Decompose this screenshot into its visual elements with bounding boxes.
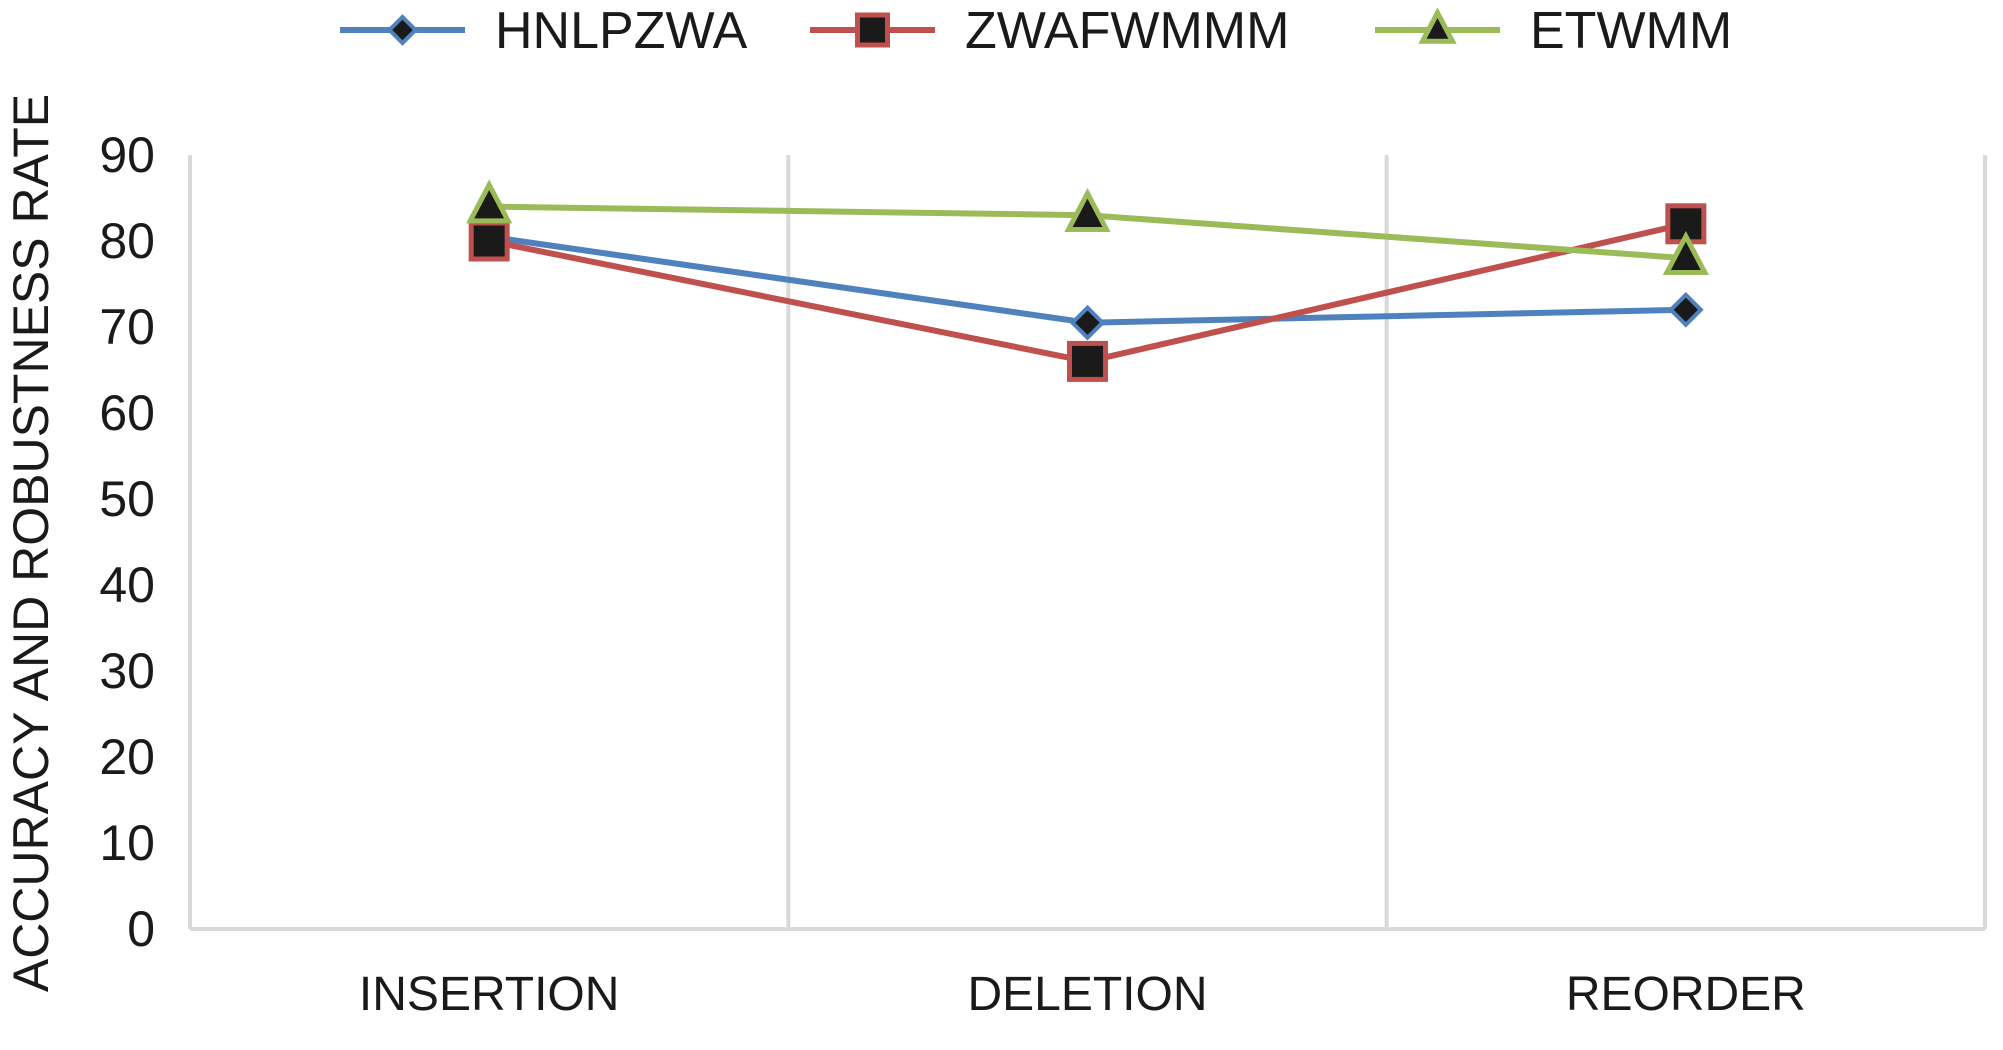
y-tick-label: 0 <box>127 901 155 957</box>
data-point <box>1067 340 1108 382</box>
y-tick-label: 20 <box>99 729 155 785</box>
data-point <box>466 179 513 224</box>
legend-item: ZWAFWMMM <box>810 2 1289 60</box>
axis-layer: 0 10 20 30 40 50 60 70 80 90 INSERTION DELETION REOR… <box>99 127 1985 1021</box>
y-tick-label: 30 <box>99 643 155 699</box>
y-tick-label: 40 <box>99 557 155 613</box>
grid-layer <box>188 155 1987 929</box>
data-point <box>1668 291 1704 328</box>
legend-item: HNLPZWA <box>340 2 748 60</box>
y-tick-label: 50 <box>99 471 155 527</box>
data-point <box>1069 304 1106 341</box>
y-tick-label: 70 <box>99 299 155 355</box>
y-tick-label: 60 <box>99 385 155 441</box>
x-tick-label: DELETION <box>967 968 1207 1021</box>
y-tick-label: 90 <box>99 127 155 183</box>
legend-item: ETWMM <box>1375 2 1732 60</box>
legend-label: ZWAFWMMM <box>965 2 1289 60</box>
series-layer <box>466 179 1709 382</box>
legend-label: HNLPZWA <box>495 2 748 60</box>
y-axis-title: ACCURACY AND ROBUSTNESS RATE <box>3 94 59 992</box>
legend-label: ETWMM <box>1530 2 1732 60</box>
legend-marker <box>1418 7 1457 44</box>
y-tick-label: 80 <box>99 213 155 269</box>
legend: HNLPZWA ZWAFWMMM ETWMM <box>340 2 1732 60</box>
legend-marker <box>855 12 890 48</box>
x-tick-label: REORDER <box>1566 968 1806 1021</box>
data-point <box>1662 230 1709 275</box>
series-markers-hnlpzwa <box>471 218 1704 341</box>
legend-marker <box>386 14 419 46</box>
y-tick-label: 10 <box>99 815 155 871</box>
series-markers-zwafwmmm <box>468 203 1707 382</box>
data-point <box>468 220 510 262</box>
series-markers-etwmm <box>466 179 1709 275</box>
x-tick-label: INSERTION <box>359 968 619 1021</box>
data-point <box>1064 187 1111 232</box>
